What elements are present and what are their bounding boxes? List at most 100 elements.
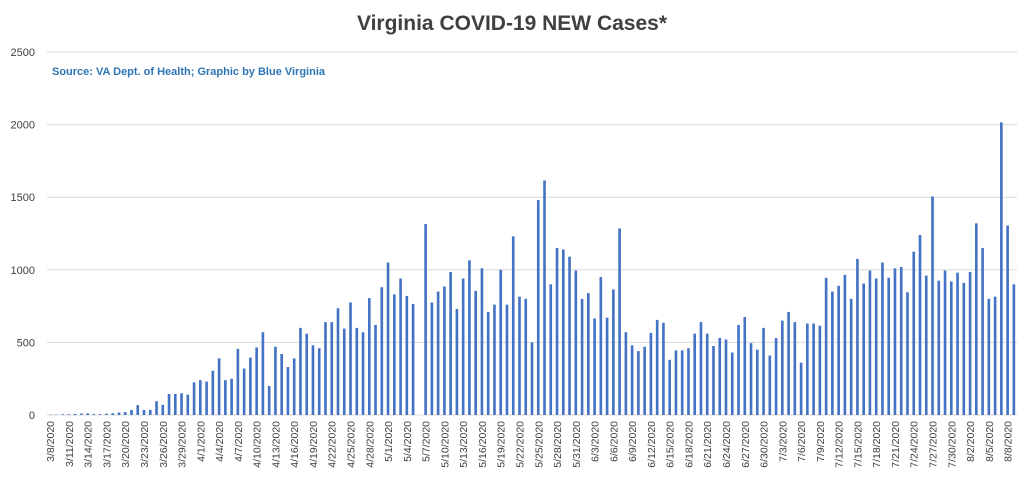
bar (349, 302, 352, 415)
bar (762, 327, 765, 415)
bar (561, 249, 565, 415)
bar (224, 380, 227, 415)
bar (155, 401, 158, 415)
bar (186, 394, 190, 415)
bar (148, 409, 152, 415)
bar (280, 354, 283, 415)
x-tick-label: 6/3/2020 (590, 421, 602, 462)
x-tick-label: 4/10/2020 (252, 421, 264, 468)
bar (987, 298, 991, 415)
bar (461, 278, 465, 415)
bar (662, 322, 665, 415)
bar (730, 352, 734, 415)
bar (167, 393, 171, 415)
bar (73, 413, 77, 415)
bar (893, 268, 897, 415)
bar (405, 295, 409, 415)
x-tick-label: 8/5/2020 (984, 421, 996, 462)
bar (205, 381, 208, 415)
x-tick-label: 6/21/2020 (702, 421, 714, 468)
x-tick-label: 7/18/2020 (871, 421, 883, 468)
y-tick-label: 2000 (11, 120, 35, 132)
bar (111, 413, 115, 415)
bar (411, 303, 415, 415)
bar (618, 228, 621, 415)
bar (468, 260, 471, 415)
bar (743, 316, 747, 415)
bar (180, 393, 183, 415)
y-axis-ticks: 0 500 1000 1500 2000 2500 (11, 47, 35, 422)
bar (818, 325, 822, 415)
bar (993, 296, 997, 415)
x-tick-label: 6/18/2020 (683, 421, 695, 468)
x-tick-label: 5/7/2020 (421, 421, 433, 462)
bar (918, 234, 922, 415)
x-tick-label: 5/4/2020 (402, 421, 414, 462)
x-tick-label: 7/3/2020 (777, 421, 789, 462)
bar (117, 412, 121, 415)
bar (881, 262, 884, 415)
bar (324, 322, 327, 415)
bar (912, 251, 916, 415)
bar (486, 311, 490, 415)
bar (899, 266, 903, 415)
bar (355, 327, 359, 415)
bar (737, 324, 740, 415)
bar (399, 278, 402, 415)
x-tick-label: 7/24/2020 (909, 421, 921, 468)
bar (680, 350, 684, 415)
bar (524, 298, 528, 415)
x-tick-label: 4/22/2020 (327, 421, 339, 468)
bar (530, 342, 534, 415)
bar (793, 322, 797, 415)
bar (587, 293, 590, 415)
bar (931, 196, 934, 415)
x-tick-label: 6/24/2020 (721, 421, 733, 468)
bar (161, 404, 165, 415)
x-tick-label: 4/7/2020 (233, 421, 245, 462)
bar (330, 322, 334, 415)
bar (511, 236, 515, 415)
x-tick-label: 6/12/2020 (646, 421, 658, 468)
x-tick-label: 4/19/2020 (308, 421, 320, 468)
bar-series (48, 122, 1016, 416)
source-annotation: Source: VA Dept. of Health; Graphic by B… (52, 66, 326, 78)
bar (142, 409, 146, 415)
bar (361, 332, 365, 415)
bar (92, 414, 96, 415)
x-tick-label: 6/27/2020 (740, 421, 752, 468)
bar (668, 359, 671, 415)
x-tick-label: 8/2/2020 (965, 421, 977, 462)
bar (962, 282, 966, 415)
bar (981, 248, 984, 415)
bar (499, 269, 503, 415)
bar (843, 274, 847, 415)
bar (480, 268, 484, 415)
bar (774, 338, 778, 415)
y-tick-label: 1000 (11, 265, 35, 277)
bar (568, 256, 571, 415)
bar (436, 291, 440, 415)
bar (505, 304, 509, 415)
bar (612, 289, 615, 415)
bar (755, 349, 759, 415)
bar (593, 318, 596, 415)
bar (968, 271, 972, 415)
bar (624, 332, 628, 415)
x-tick-label: 6/6/2020 (608, 421, 620, 462)
bar (105, 413, 108, 415)
x-tick-label: 4/4/2020 (214, 421, 226, 462)
bar (1006, 225, 1009, 415)
x-tick-label: 6/30/2020 (759, 421, 771, 468)
bar (943, 270, 947, 415)
x-tick-label: 4/25/2020 (346, 421, 358, 468)
bar (849, 298, 853, 415)
bar (249, 357, 252, 415)
y-tick-label: 500 (17, 337, 35, 349)
bar (255, 347, 258, 415)
bar (599, 277, 603, 415)
bar (555, 248, 559, 415)
bar (299, 327, 302, 415)
bar (543, 180, 546, 415)
x-tick-label: 5/31/2020 (571, 421, 583, 468)
